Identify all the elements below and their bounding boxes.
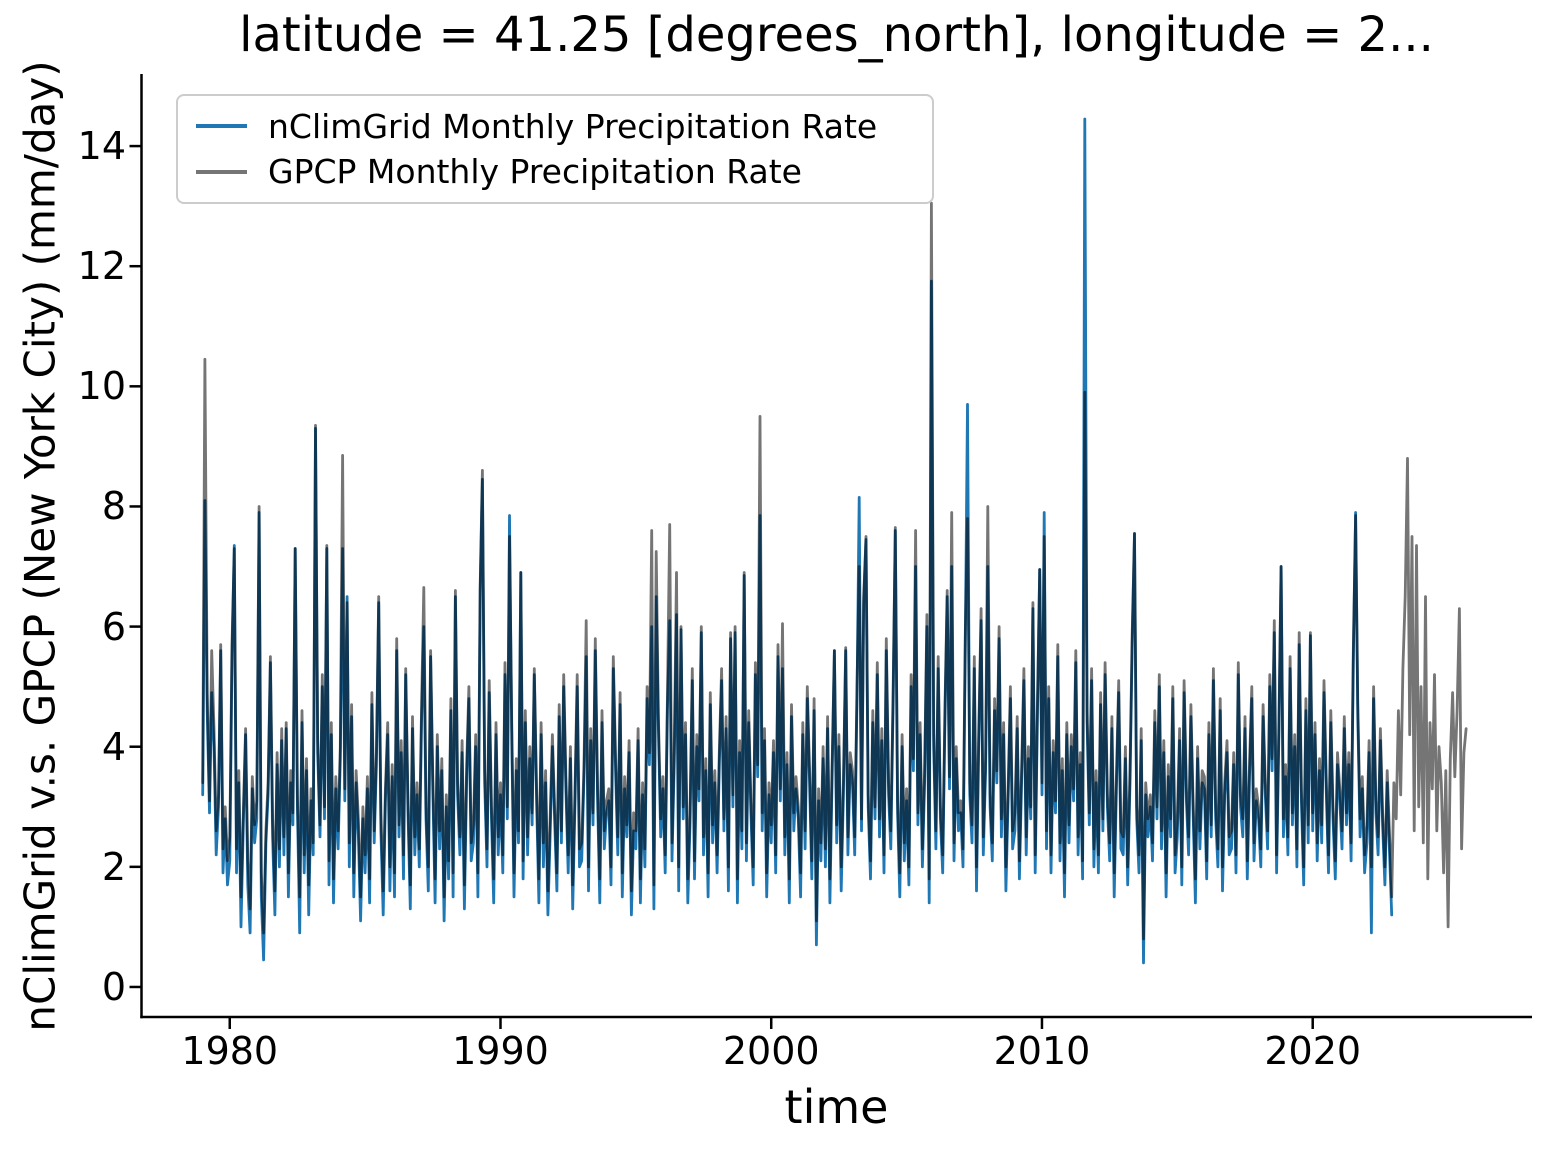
legend-label-nclimgrid: nClimGrid Monthly Precipitation Rate <box>268 106 878 146</box>
y-tick-label: 6 <box>101 604 126 649</box>
legend-item-gpcp: GPCP Monthly Precipitation Rate <box>178 152 932 191</box>
legend-label-gpcp: GPCP Monthly Precipitation Rate <box>268 152 802 192</box>
nclimgrid-line-swatch <box>196 124 247 129</box>
x-tick-label: 2020 <box>1264 1029 1362 1073</box>
y-tick-label: 14 <box>77 124 126 169</box>
gpcp-line-swatch <box>196 169 247 174</box>
y-tick-label: 10 <box>77 364 126 409</box>
y-tick-label: 4 <box>101 724 126 769</box>
chart-title: latitude = 41.25 [degrees_north], longit… <box>239 7 1434 63</box>
y-tick-label: 2 <box>101 844 126 889</box>
series-line-gpcp <box>201 201 1468 941</box>
y-axis-label: nClimGrid v.s. GPCP (New York City) (mm/… <box>15 60 65 1032</box>
x-tick-label: 1990 <box>452 1029 549 1073</box>
legend: nClimGrid Monthly Precipitation Rate GPC… <box>176 94 934 204</box>
x-tick-label: 1980 <box>181 1029 279 1073</box>
y-tick-label: 12 <box>77 244 126 289</box>
y-tick-label: 8 <box>101 484 126 529</box>
legend-item-nclimgrid: nClimGrid Monthly Precipitation Rate <box>178 107 932 146</box>
x-tick-label: 2000 <box>722 1029 820 1073</box>
x-tick-label: 2010 <box>993 1029 1091 1073</box>
x-axis-label: time <box>784 1080 889 1134</box>
y-tick-label: 0 <box>101 964 126 1009</box>
